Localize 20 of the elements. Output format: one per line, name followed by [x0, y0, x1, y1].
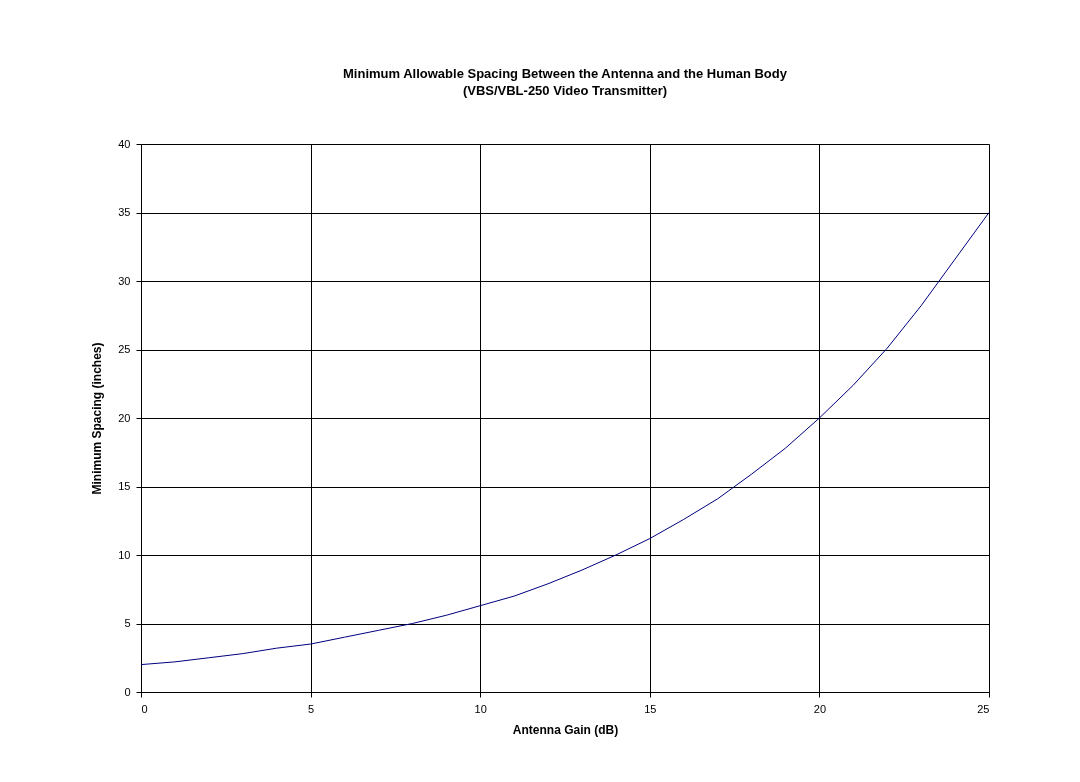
y-tick-label: 5 [124, 617, 131, 629]
x-tick-label: 20 [813, 702, 827, 715]
x-tick-label: 0 [141, 702, 148, 715]
x-tick-label: 15 [644, 702, 657, 715]
x-tick-label: 5 [308, 702, 315, 715]
x-axis-title: Antenna Gain (dB) [512, 722, 619, 737]
y-tick-label: 10 [118, 548, 131, 561]
chart-title: Minimum Allowable Spacing Between the Antenna and the Human Body [343, 66, 788, 81]
y-tick-label: 30 [118, 274, 131, 287]
y-tick-label: 25 [118, 343, 131, 355]
y-tick-label: 15 [118, 480, 131, 492]
y-tick-label: 20 [118, 411, 131, 424]
line-series [140, 212, 990, 666]
y-axis-title: Minimum Spacing (inches) [90, 342, 105, 495]
chart-subtitle: (VBS/VBL-250 Video Transmitter) [462, 83, 668, 98]
y-tick-label: 0 [124, 685, 131, 698]
y-tick-label: 35 [118, 206, 131, 218]
x-tick-label: 25 [977, 702, 990, 715]
y-tick-label: 40 [118, 137, 131, 150]
x-tick-label: 10 [474, 702, 487, 715]
